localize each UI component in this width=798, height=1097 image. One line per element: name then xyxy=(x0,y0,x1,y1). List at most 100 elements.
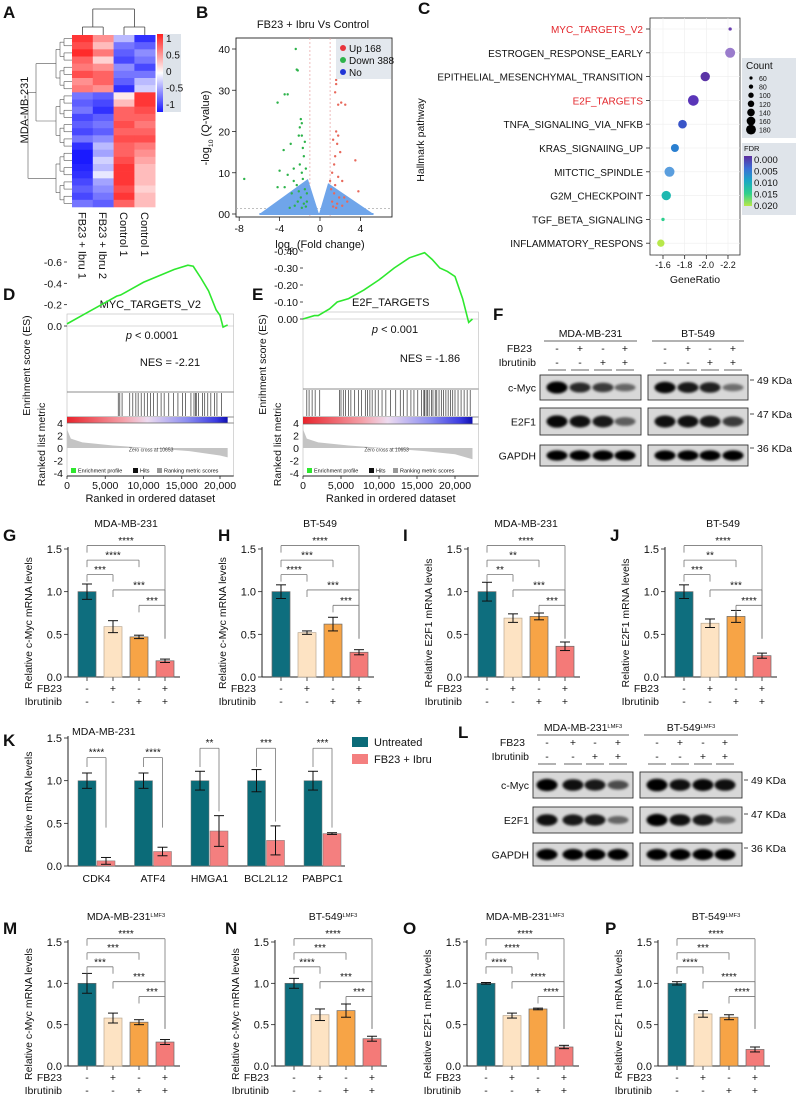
protein-label: GAPDH xyxy=(492,850,529,862)
text-span: LMF3 xyxy=(607,724,622,730)
heatmap-cell xyxy=(92,42,114,50)
plot-frame xyxy=(649,17,741,256)
down-point xyxy=(276,101,279,104)
fb23-label: FB23 xyxy=(437,683,462,695)
text-span: 0.5 xyxy=(47,1020,62,1032)
heatmap-cell xyxy=(113,106,135,115)
es-tick-label: -0.10 xyxy=(274,297,298,309)
text-span: 0.0 xyxy=(47,1061,62,1073)
text-span: + xyxy=(730,357,736,369)
heatmap-cell xyxy=(72,99,94,107)
text-span: - xyxy=(663,343,667,355)
text-span: 0.0 xyxy=(446,1061,461,1073)
text-span: E2F_TARGETS xyxy=(352,297,429,309)
text-span: KRAS_SIGNAIING_UP xyxy=(539,144,643,155)
text-span: FB23 xyxy=(231,683,256,695)
panel-letter: P xyxy=(605,919,616,938)
text-span: (Q-value) xyxy=(200,91,212,140)
text-span: Hallmark pathway xyxy=(415,98,427,182)
panel-letter: D xyxy=(3,285,15,304)
y-tick-label: 1.5 xyxy=(644,544,659,556)
text-span: F xyxy=(493,305,503,324)
count-legend-dot xyxy=(746,116,756,126)
text-span: 180 xyxy=(759,128,771,135)
text-span: Count xyxy=(746,61,773,72)
legend-label: Hits xyxy=(376,469,386,475)
down-point xyxy=(283,185,286,189)
ibrutinib-sign: + xyxy=(162,696,168,708)
text-span: - xyxy=(555,343,559,355)
legend-label: Up 168 xyxy=(349,44,382,55)
text-span: -0.6 xyxy=(44,257,62,269)
significance-label: **** xyxy=(286,565,302,576)
y-tick-label: 0.0 xyxy=(47,861,62,873)
up-point xyxy=(328,179,332,183)
up-point xyxy=(341,204,344,207)
chart-title: BT-549LMF3 xyxy=(692,911,741,923)
text-span: NES = -2.21 xyxy=(140,357,200,369)
ibrutinib-sign: - xyxy=(318,1085,322,1097)
y-axis-label: Relative E2F1 mRNA levels xyxy=(423,559,435,688)
fb23-label: FB23 xyxy=(507,343,532,355)
metric-tick-label: 4 xyxy=(57,418,63,430)
text-span: FB23 xyxy=(507,343,532,355)
up-point xyxy=(333,155,337,158)
text-span: 5,000 xyxy=(328,480,354,492)
text-span: -0.20 xyxy=(274,280,298,292)
ibrutinib-sign: + xyxy=(726,1085,732,1097)
y-tick-label: 1.0 xyxy=(637,978,652,990)
bar xyxy=(323,623,343,678)
heatmap-cell xyxy=(113,171,135,179)
protein-band xyxy=(654,450,676,461)
heatmap-cell xyxy=(113,178,135,186)
heatmap-cell xyxy=(72,185,94,193)
text-span: + xyxy=(722,737,728,749)
ibrutinib-sign: + xyxy=(700,751,706,763)
bar xyxy=(310,1014,330,1067)
text-span: 47 KDa xyxy=(751,809,786,821)
text-span: + xyxy=(304,683,310,695)
ibrutinib-label: Ibrutinib xyxy=(219,696,257,708)
up-point xyxy=(330,171,334,174)
text-span: Ranked list metric xyxy=(36,403,48,486)
heatmap-cell xyxy=(113,142,135,150)
text-span: - xyxy=(708,343,712,355)
fb23-sign: - xyxy=(655,737,659,749)
text-span: GAPDH xyxy=(492,850,529,862)
y-axis-label: Relative E2F1 mRNA levels xyxy=(620,559,632,688)
molecular-weight-label: 36 KDa xyxy=(751,843,786,855)
text-span: c-Myc xyxy=(508,383,536,395)
y-tick-label: 0.5 xyxy=(637,1020,652,1032)
gene-label: ATF4 xyxy=(141,873,166,885)
legend-label: FB23 + Ibru xyxy=(374,754,432,766)
text-span: 0.0 xyxy=(47,861,62,873)
y-tick-label: 1.5 xyxy=(254,937,269,949)
significance-label: ** xyxy=(509,551,517,562)
fb23-sign: - xyxy=(682,683,686,695)
down-point xyxy=(292,167,295,170)
text-span: No xyxy=(349,68,362,79)
significance-label: *** xyxy=(691,565,703,576)
text-span: **** xyxy=(286,565,302,576)
bar xyxy=(719,1016,739,1067)
y-axis-label-metric: Ranked list metric xyxy=(36,403,48,486)
nes-label: NES = -1.86 xyxy=(400,353,460,365)
enrichment-curve xyxy=(66,264,228,329)
protein-band xyxy=(646,813,668,827)
rank-colorbar xyxy=(67,417,228,423)
text-span: NES = -1.86 xyxy=(400,353,460,365)
text-span: N xyxy=(225,919,237,938)
legend-swatch xyxy=(352,737,368,747)
significance-label: *** xyxy=(133,972,145,983)
bar xyxy=(476,982,496,1067)
significance-label: *** xyxy=(697,943,709,954)
fb23-sign: - xyxy=(331,683,335,695)
protein-band xyxy=(692,814,714,826)
text-span: + xyxy=(592,751,598,763)
legend-label: Ranking metric scores xyxy=(164,469,219,475)
fb23-sign: + xyxy=(685,343,691,355)
text-span: FB23 + Ibru xyxy=(374,754,432,766)
text-span: - xyxy=(701,737,705,749)
text-span: 0.0 xyxy=(47,672,62,684)
